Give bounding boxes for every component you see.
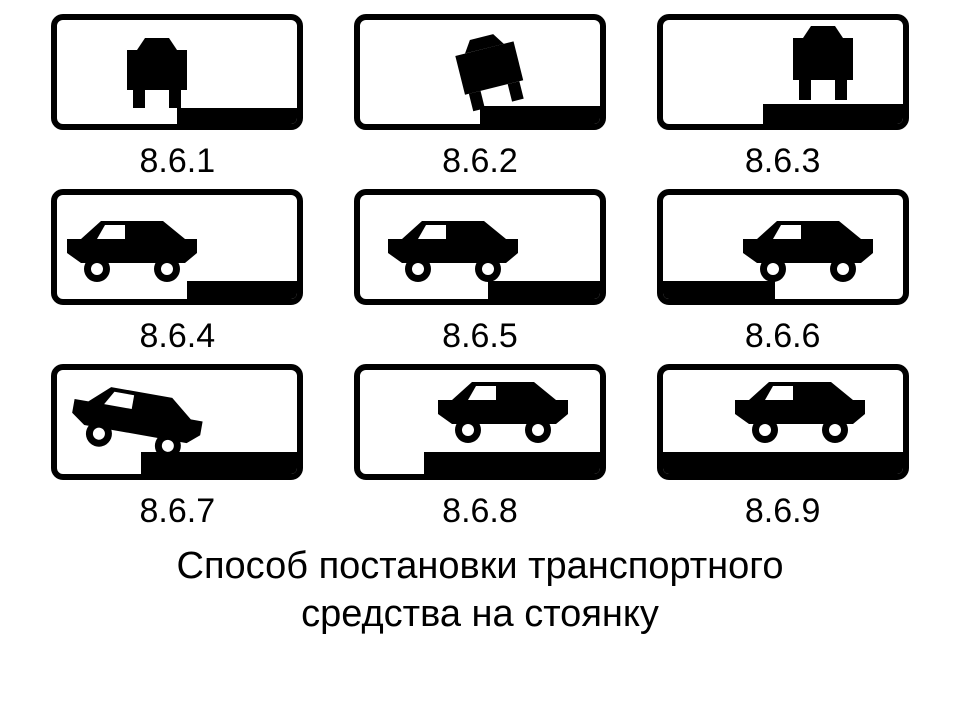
cell-8-6-8: 8.6.8 bbox=[349, 364, 612, 537]
code-8-6-3: 8.6.3 bbox=[745, 142, 821, 181]
cell-8-6-6: 8.6.6 bbox=[651, 189, 914, 362]
sign-8-6-4 bbox=[51, 189, 303, 305]
sign-8-6-8 bbox=[354, 364, 606, 480]
cell-8-6-1: 8.6.1 bbox=[46, 14, 309, 187]
sign-8-6-6 bbox=[657, 189, 909, 305]
code-8-6-9: 8.6.9 bbox=[745, 492, 821, 531]
caption-line-2: средства на стоянку bbox=[301, 593, 659, 635]
sign-8-6-3 bbox=[657, 14, 909, 130]
code-8-6-1: 8.6.1 bbox=[140, 142, 216, 181]
cell-8-6-5: 8.6.5 bbox=[349, 189, 612, 362]
code-8-6-4: 8.6.4 bbox=[140, 317, 216, 356]
code-8-6-7: 8.6.7 bbox=[140, 492, 216, 531]
code-8-6-8: 8.6.8 bbox=[442, 492, 518, 531]
caption-line-1: Способ постановки транспортного bbox=[177, 545, 784, 587]
sign-grid: 8.6.1 8.6.2 bbox=[0, 0, 960, 537]
sign-8-6-1 bbox=[51, 14, 303, 130]
caption: Способ постановки транспортного средства… bbox=[0, 543, 960, 638]
code-8-6-6: 8.6.6 bbox=[745, 317, 821, 356]
code-8-6-2: 8.6.2 bbox=[442, 142, 518, 181]
sign-8-6-2 bbox=[354, 14, 606, 130]
sign-8-6-5 bbox=[354, 189, 606, 305]
cell-8-6-7: 8.6.7 bbox=[46, 364, 309, 537]
code-8-6-5: 8.6.5 bbox=[442, 317, 518, 356]
cell-8-6-4: 8.6.4 bbox=[46, 189, 309, 362]
sign-8-6-9 bbox=[657, 364, 909, 480]
sign-8-6-7 bbox=[51, 364, 303, 480]
cell-8-6-2: 8.6.2 bbox=[349, 14, 612, 187]
cell-8-6-9: 8.6.9 bbox=[651, 364, 914, 537]
cell-8-6-3: 8.6.3 bbox=[651, 14, 914, 187]
